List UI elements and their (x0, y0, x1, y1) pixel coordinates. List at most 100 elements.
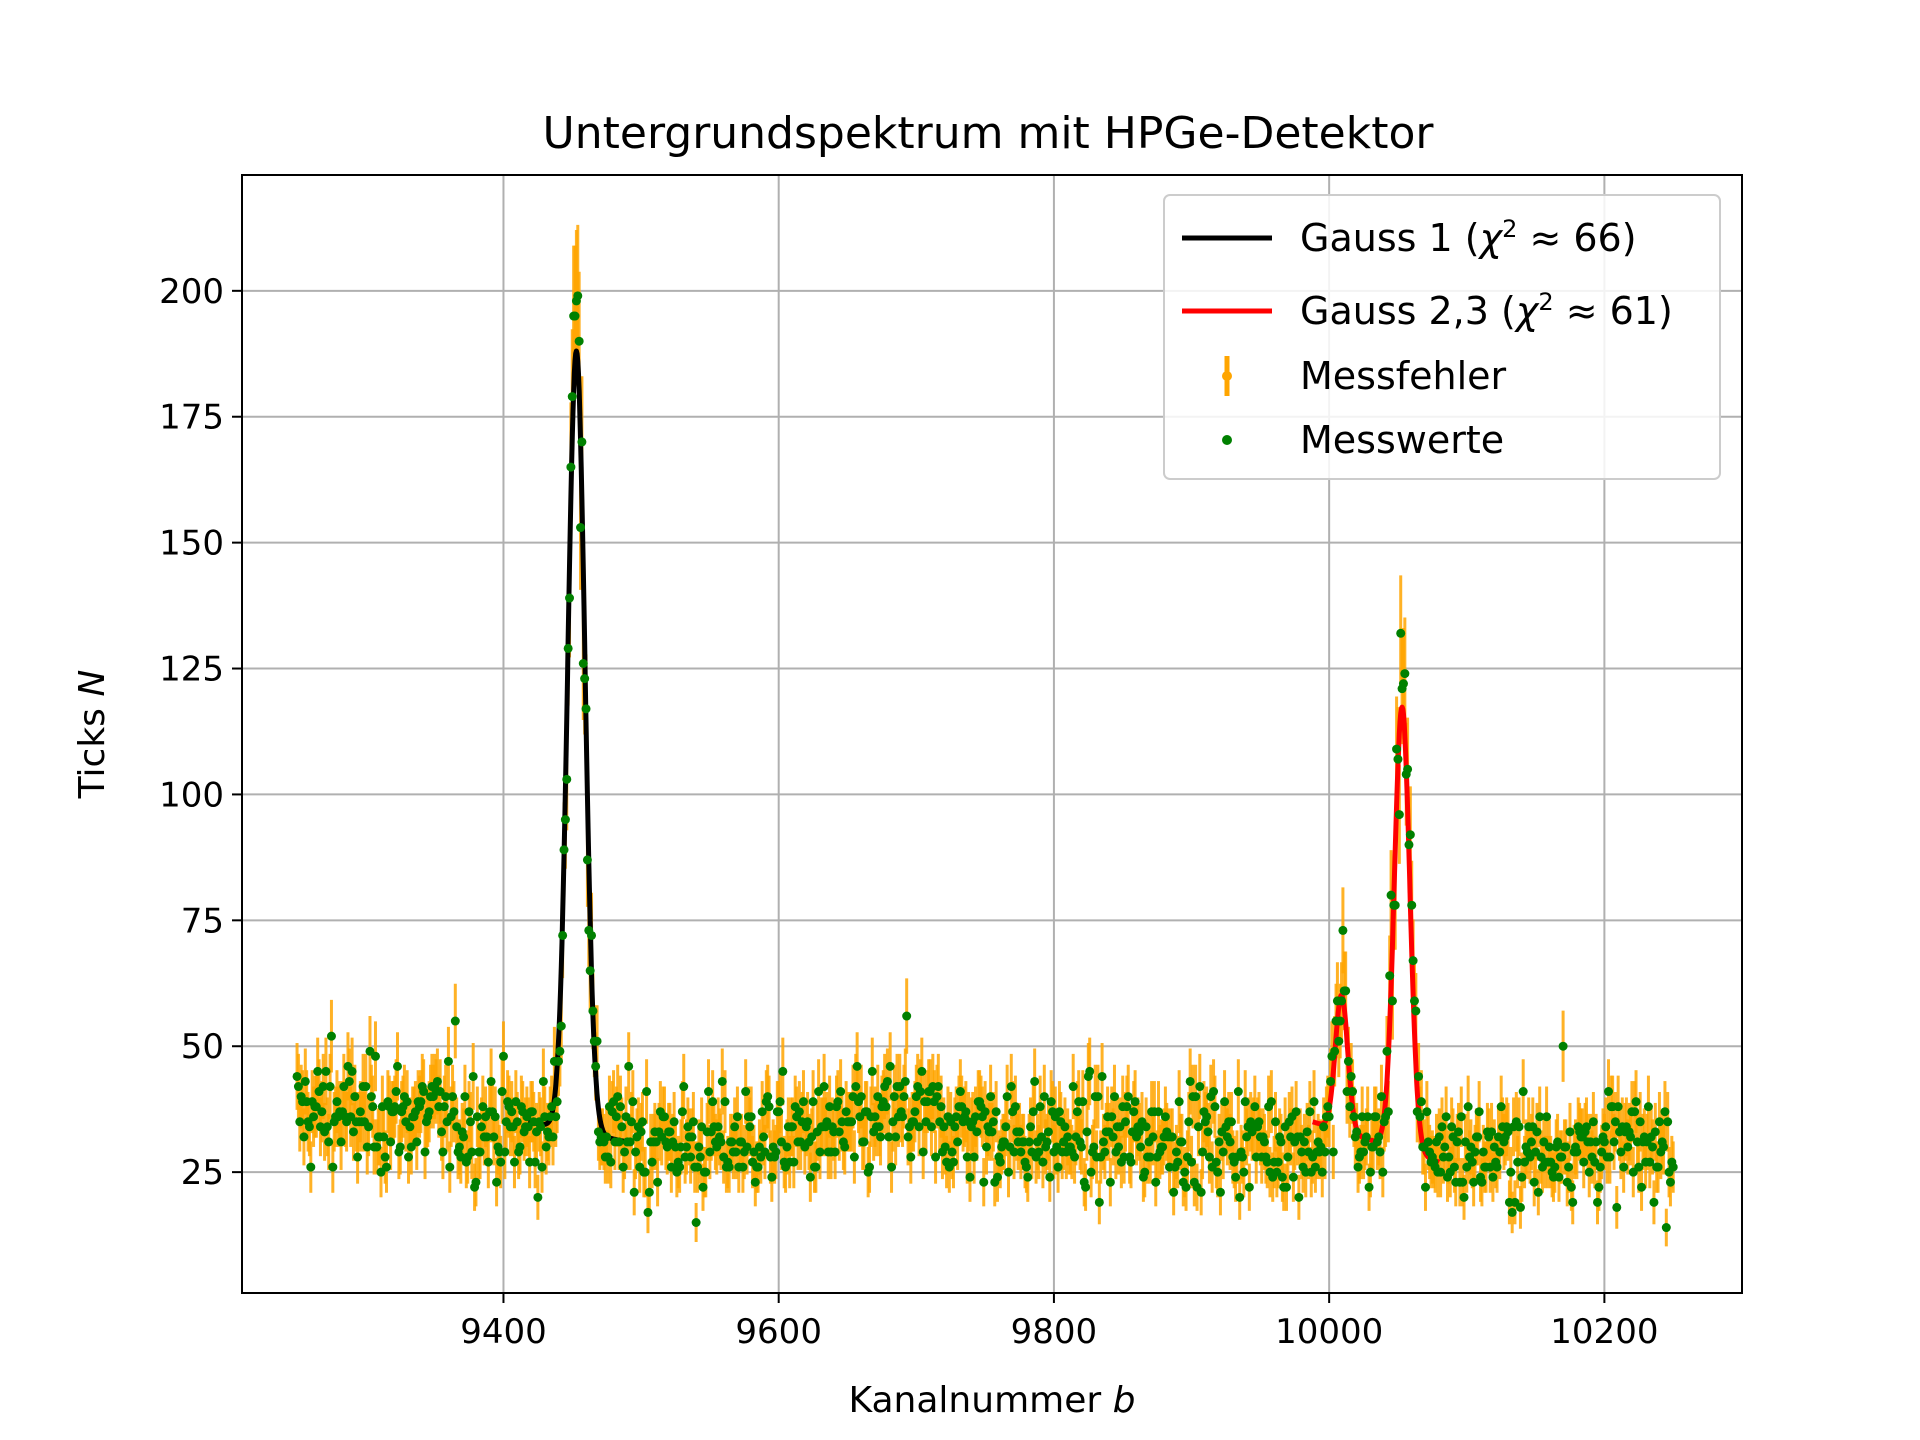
data-point (1467, 1157, 1477, 1167)
data-point (536, 1122, 546, 1132)
data-point (750, 1177, 760, 1187)
data-point (972, 1127, 982, 1137)
data-point (1361, 1132, 1371, 1142)
data-point (953, 1137, 963, 1147)
data-point (368, 1102, 378, 1112)
data-point (947, 1147, 957, 1157)
data-point (468, 1071, 478, 1081)
data-point (393, 1061, 403, 1071)
data-point (450, 1016, 460, 1026)
data-point (1631, 1097, 1641, 1107)
y-tick-label: 200 (159, 272, 224, 312)
data-point (1294, 1192, 1304, 1202)
data-point (1002, 1092, 1012, 1102)
data-point (293, 1082, 303, 1092)
data-point (1334, 1036, 1344, 1046)
data-point (1098, 1137, 1108, 1147)
data-point (1210, 1102, 1220, 1112)
data-point (1335, 1016, 1345, 1026)
data-point (644, 1187, 654, 1197)
data-point (1123, 1092, 1133, 1102)
data-point (932, 1092, 942, 1102)
data-point (1506, 1167, 1516, 1177)
data-point (322, 1122, 332, 1132)
data-point (1630, 1107, 1640, 1117)
data-point (496, 1157, 506, 1167)
data-point (591, 1061, 601, 1071)
data-point (933, 1082, 943, 1092)
data-point (459, 1132, 469, 1142)
data-point (618, 1162, 628, 1172)
legend-marker-symbol (1222, 435, 1232, 445)
data-point (573, 291, 583, 301)
data-point (541, 1142, 551, 1152)
data-point (865, 1162, 875, 1172)
data-point (1225, 1137, 1235, 1147)
axis-ticks: 9400 9600 9800 10000 10200 25 50 75 100 125 150 175… (159, 272, 1658, 1352)
data-point (441, 1092, 451, 1102)
data-point (774, 1107, 784, 1117)
data-point (1203, 1127, 1213, 1137)
data-point (691, 1217, 701, 1227)
data-point (527, 1107, 537, 1117)
chart-title: Untergrundspektrum mit HPGe-Detektor (543, 108, 1435, 159)
data-point (1330, 1046, 1340, 1056)
data-point (1026, 1122, 1036, 1132)
data-point (1532, 1127, 1542, 1137)
data-point (1392, 744, 1402, 754)
data-point (713, 1122, 723, 1132)
data-point (1371, 1112, 1381, 1122)
data-point (588, 1006, 598, 1016)
data-point (887, 1162, 897, 1172)
data-point (1291, 1107, 1301, 1117)
data-point (1171, 1147, 1181, 1157)
data-point (1038, 1157, 1048, 1167)
data-point (1174, 1097, 1184, 1107)
data-point (1035, 1102, 1045, 1112)
data-point (1400, 669, 1410, 679)
data-point (1196, 1187, 1206, 1197)
data-point (1262, 1157, 1272, 1167)
data-point (439, 1102, 449, 1112)
data-point (659, 1112, 669, 1122)
data-point (834, 1127, 844, 1137)
data-point (805, 1172, 815, 1182)
data-point (624, 1061, 634, 1071)
data-point (445, 1162, 455, 1172)
data-point (841, 1107, 851, 1117)
data-point (512, 1117, 522, 1127)
data-point (1515, 1202, 1525, 1212)
data-point (1184, 1117, 1194, 1127)
data-point (724, 1162, 734, 1172)
data-point (1341, 986, 1351, 996)
data-point (1609, 1137, 1619, 1147)
data-point (1529, 1177, 1539, 1187)
data-point (1054, 1107, 1064, 1117)
data-point (939, 1122, 949, 1132)
data-point (1518, 1087, 1528, 1097)
data-point (1310, 1162, 1320, 1172)
data-point (1404, 840, 1414, 850)
data-point (1378, 1167, 1388, 1177)
data-point (467, 1147, 477, 1157)
data-point (1097, 1071, 1107, 1081)
data-point (915, 1087, 925, 1097)
data-point (1423, 1137, 1433, 1147)
data-point (708, 1097, 718, 1107)
data-point (405, 1122, 415, 1132)
data-point (1533, 1187, 1543, 1197)
data-point (1382, 1046, 1392, 1056)
data-point (364, 1122, 374, 1132)
data-point (686, 1152, 696, 1162)
data-point (355, 1107, 365, 1117)
data-point (1072, 1107, 1082, 1117)
data-point (1198, 1147, 1208, 1157)
data-point (1185, 1076, 1195, 1086)
data-point (1416, 1097, 1426, 1107)
data-point (324, 1137, 334, 1147)
data-point (379, 1132, 389, 1142)
data-point (1046, 1097, 1056, 1107)
y-tick-label: 75 (181, 901, 224, 941)
data-point (1094, 1197, 1104, 1207)
x-tick-label: 9800 (1011, 1312, 1098, 1352)
